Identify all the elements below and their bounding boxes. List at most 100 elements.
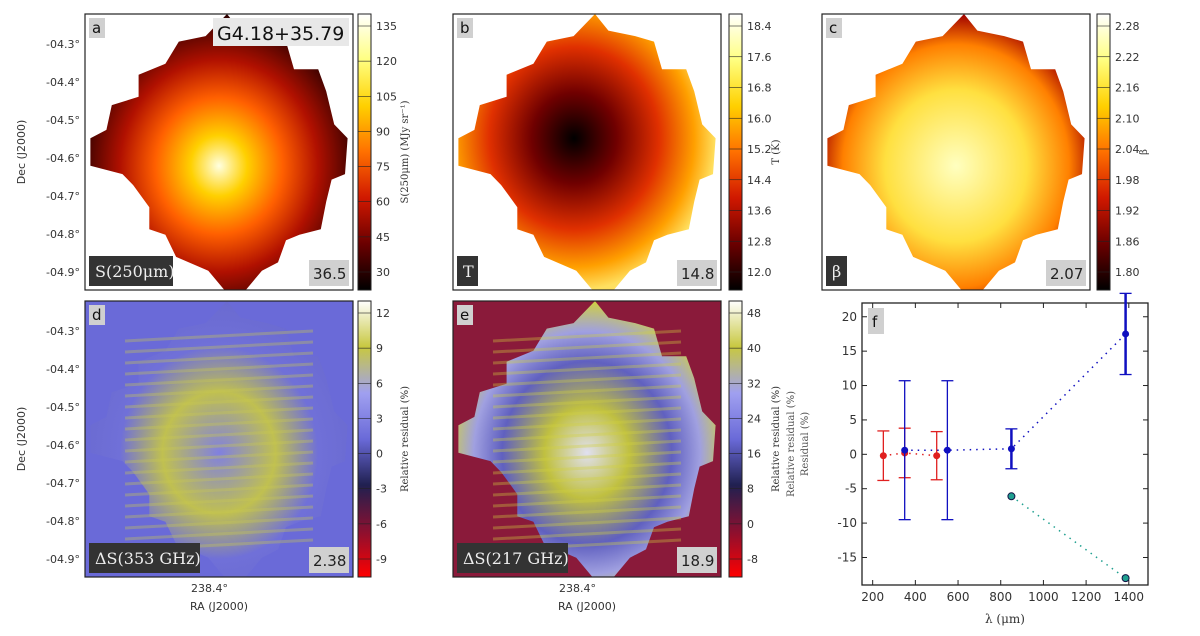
residual-stripe [124, 527, 314, 541]
map-image [827, 14, 1085, 290]
residual-stripe [124, 461, 314, 475]
residual-stripe [124, 428, 314, 442]
colorbar-tick-label: 9 [376, 342, 383, 355]
colorbar [728, 300, 743, 578]
residual-stripe [492, 505, 682, 519]
dec-tick-label: -04.3° [46, 38, 80, 51]
data-point-blue [1007, 445, 1015, 453]
residual-stripe [492, 417, 682, 431]
series-line-cyan [1010, 495, 1127, 579]
residual-stripe [124, 516, 314, 530]
panel-letter: c [829, 19, 837, 37]
residual-stripe [124, 384, 314, 398]
colorbar-tick-label: 24 [747, 412, 761, 425]
panel-c: c β 2.07 1.80 1.86 1.92 1.98 2.04 2.10 2.16 2.22 2.… [821, 13, 1150, 291]
residual-stripe [492, 395, 682, 409]
y-tick-label: 15 [842, 344, 857, 358]
map-value-box [1046, 260, 1086, 286]
map-label: T [463, 262, 474, 281]
map-image [90, 301, 348, 577]
map-frame [452, 300, 722, 578]
data-point-blue [1122, 330, 1130, 338]
map-label-box [89, 543, 200, 573]
residual-stripe [124, 329, 314, 343]
colorbar-tick-label: 135 [376, 20, 397, 33]
colorbar-tick-label: 6 [376, 377, 383, 390]
ra-axis-label: RA (J2000) [190, 600, 248, 613]
map-label-box [457, 543, 568, 573]
map-label-box [826, 256, 847, 286]
x-tick-label: 400 [904, 590, 927, 604]
panel-letter-box [457, 305, 473, 325]
colorbar-tick-label: 40 [747, 342, 761, 355]
dec-tick-label: -04.9° [46, 266, 80, 279]
map-label-box [457, 256, 478, 286]
colorbar-tick-label: 0 [376, 448, 383, 461]
colorbar-tick-label: 13.6 [747, 205, 772, 218]
x-tick-label: 800 [989, 590, 1012, 604]
map-label: ΔS(353 GHz) [95, 549, 201, 568]
map-value: 36.5 [313, 265, 346, 283]
residual-stripe [124, 362, 314, 376]
map-value-box [677, 547, 717, 573]
dec-tick-label: -04.5° [46, 114, 80, 127]
colorbar-tick-label: 0 [747, 518, 754, 531]
colorbar [357, 300, 372, 578]
colorbar-tick-label: 16 [747, 448, 761, 461]
map-value: 18.9 [681, 552, 714, 570]
data-point-red [933, 452, 941, 460]
residual-stripe [124, 483, 314, 497]
colorbar-tick-label: 2.22 [1115, 51, 1140, 64]
residual-stripe [492, 329, 682, 343]
colorbar-tick-label: 3 [376, 412, 383, 425]
colorbar-tick-label: 1.98 [1115, 174, 1140, 187]
residual-stripe [492, 351, 682, 365]
residual-stripe [124, 406, 314, 420]
map-frame [821, 13, 1091, 291]
data-point-blue [943, 446, 951, 454]
colorbar [728, 13, 743, 291]
map-label: ΔS(217 GHz) [463, 549, 569, 568]
colorbar-tick-label: 12.0 [747, 266, 772, 279]
colorbar-tick-label: -8 [747, 553, 758, 566]
panel-e: e ΔS(217 GHz) 18.9 -8 0 8 16 24 32 40 48 Relative r… [452, 300, 782, 613]
residual-stripe [124, 373, 314, 387]
colorbar-tick-label: -3 [376, 483, 387, 496]
panel-letter: b [460, 19, 470, 37]
x-tick-label: 1400 [1114, 590, 1145, 604]
residual-stripe [492, 461, 682, 475]
dec-tick-label: -04.6° [46, 439, 80, 452]
map-value: 2.38 [313, 552, 346, 570]
colorbar-label: S(250μm) (MJy sr⁻¹) [400, 100, 411, 203]
panel-letter-box [826, 18, 842, 38]
y-tick-label: 5 [849, 413, 857, 427]
map-image [458, 14, 716, 290]
ra-tick-label: 238.4° [191, 582, 228, 595]
data-point-red [879, 452, 887, 460]
colorbar-tick-label: 1.80 [1115, 266, 1140, 279]
y-tick-label: 10 [842, 379, 857, 393]
residual-stripe [492, 428, 682, 442]
panel-f-residual-plot: 200 400 600 800 1000 1200 1400 -15 -10 -5 0 5 10 15 20… [786, 292, 1149, 626]
data-point-cyan [1007, 492, 1016, 501]
colorbar-tick-label: 32 [747, 377, 761, 390]
panel-letter-box [89, 18, 105, 38]
x-tick-label: 200 [861, 590, 884, 604]
colorbar-tick-label: 75 [376, 161, 390, 174]
map-value-box [309, 547, 349, 573]
colorbar-tick-label: 45 [376, 231, 390, 244]
source-name-box [213, 18, 349, 46]
colorbar-tick-label: 48 [747, 307, 761, 320]
dec-tick-label: -04.7° [46, 477, 80, 490]
residual-stripe [492, 494, 682, 508]
colorbar-tick-label: 8 [747, 483, 754, 496]
colorbar-tick-label: 17.6 [747, 51, 772, 64]
colorbar-label: T (K) [771, 139, 782, 164]
map-image [90, 14, 348, 290]
y-tick-label: 20 [842, 310, 857, 324]
dec-axis-label: Dec (J2000) [15, 407, 28, 472]
data-point-cyan [1121, 574, 1130, 583]
data-point-blue [901, 446, 909, 454]
